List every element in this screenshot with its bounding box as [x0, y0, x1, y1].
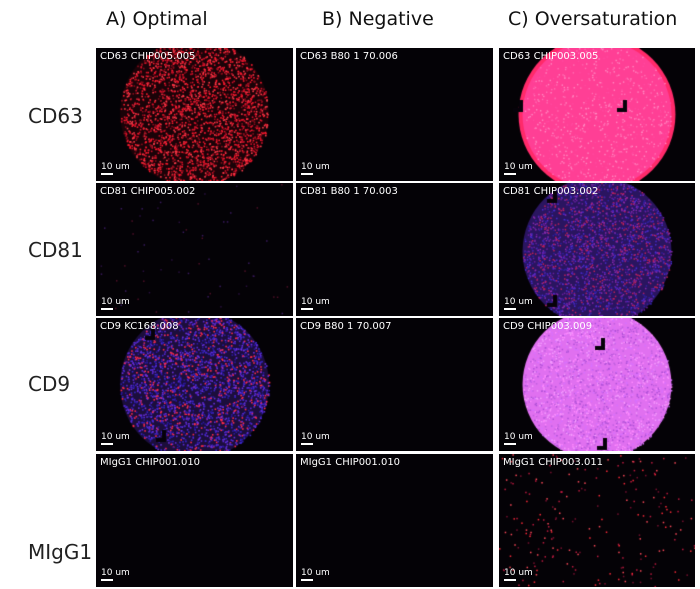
- column-header-oversaturation: C) Oversaturation: [508, 8, 678, 30]
- scale-bar-line: [301, 579, 313, 581]
- microscopy-panel: MIgG1 CHIP001.010 10 um: [96, 454, 293, 587]
- scale-bar: 10 um: [504, 297, 533, 310]
- microscopy-panel: CD63 CHIP005.005 10 um: [96, 48, 293, 181]
- microscopy-image: [499, 183, 695, 316]
- microscopy-panel: CD9 CHIP003.009 10 um: [499, 318, 695, 451]
- scale-bar: 10 um: [301, 568, 330, 581]
- microscopy-panel: CD81 B80 1 70.003 10 um: [296, 183, 493, 316]
- scale-bar: 10 um: [504, 432, 533, 445]
- scale-bar-label: 10 um: [301, 162, 330, 172]
- microscopy-image: [499, 318, 695, 451]
- panel-label: CD63 CHIP005.005: [100, 51, 196, 62]
- microscopy-image: [96, 318, 293, 451]
- panel-label: CD9 KC168.008: [100, 321, 179, 332]
- scale-bar-line: [504, 443, 516, 445]
- microscopy-panel: CD81 CHIP005.002 10 um: [96, 183, 293, 316]
- scale-bar-label: 10 um: [301, 297, 330, 307]
- microscopy-image: [96, 454, 293, 587]
- scale-bar-label: 10 um: [101, 432, 130, 442]
- microscopy-panel: CD81 CHIP003.002 10 um: [499, 183, 695, 316]
- scale-bar-line: [101, 579, 113, 581]
- microscopy-image: [499, 48, 695, 181]
- column-header-negative: B) Negative: [322, 8, 434, 30]
- scale-bar-label: 10 um: [301, 568, 330, 578]
- scale-bar-label: 10 um: [101, 162, 130, 172]
- scale-bar: 10 um: [504, 162, 533, 175]
- scale-bar-label: 10 um: [301, 432, 330, 442]
- microscopy-panel: MIgG1 CHIP001.010 10 um: [296, 454, 493, 587]
- scale-bar-label: 10 um: [504, 432, 533, 442]
- panel-label: MIgG1 CHIP001.010: [300, 457, 401, 468]
- panel-label: CD81 CHIP003.002: [503, 186, 599, 197]
- scale-bar-line: [101, 308, 113, 310]
- scale-bar-line: [301, 443, 313, 445]
- microscopy-image: [499, 454, 695, 587]
- scale-bar-line: [101, 443, 113, 445]
- microscopy-panel: CD63 CHIP003.005 10 um: [499, 48, 695, 181]
- row-label-cd9: CD9: [28, 372, 71, 396]
- microscopy-panel: MIgG1 CHIP003.011 10 um: [499, 454, 695, 587]
- microscopy-image: [296, 183, 493, 316]
- microscopy-panel: CD9 KC168.008 10 um: [96, 318, 293, 451]
- panel-label: MIgG1 CHIP001.010: [100, 457, 201, 468]
- scale-bar-line: [504, 173, 516, 175]
- column-header-optimal: A) Optimal: [106, 8, 208, 30]
- scale-bar: 10 um: [101, 162, 130, 175]
- scale-bar: 10 um: [504, 568, 533, 581]
- scale-bar-line: [301, 308, 313, 310]
- microscopy-image: [296, 454, 493, 587]
- row-label-cd81: CD81: [28, 238, 83, 262]
- microscopy-image: [296, 48, 493, 181]
- panel-label: CD63 B80 1 70.006: [300, 51, 398, 62]
- scale-bar-label: 10 um: [504, 297, 533, 307]
- scale-bar: 10 um: [301, 297, 330, 310]
- microscopy-panel: CD9 B80 1 70.007 10 um: [296, 318, 493, 451]
- scale-bar-line: [504, 579, 516, 581]
- row-label-migg1: MIgG1: [28, 540, 93, 564]
- panel-label: MIgG1 CHIP003.011: [503, 457, 604, 468]
- scale-bar: 10 um: [301, 432, 330, 445]
- panel-label: CD9 CHIP003.009: [503, 321, 593, 332]
- scale-bar: 10 um: [101, 297, 130, 310]
- microscopy-panel: CD63 B80 1 70.006 10 um: [296, 48, 493, 181]
- panel-label: CD81 B80 1 70.003: [300, 186, 398, 197]
- scale-bar-line: [101, 173, 113, 175]
- scale-bar-label: 10 um: [504, 162, 533, 172]
- scale-bar-label: 10 um: [101, 297, 130, 307]
- row-label-cd63: CD63: [28, 104, 83, 128]
- microscopy-image: [96, 48, 293, 181]
- microscopy-image: [96, 183, 293, 316]
- panel-label: CD9 B80 1 70.007: [300, 321, 392, 332]
- scale-bar-label: 10 um: [504, 568, 533, 578]
- scale-bar: 10 um: [301, 162, 330, 175]
- scale-bar: 10 um: [101, 432, 130, 445]
- scale-bar-line: [301, 173, 313, 175]
- panel-label: CD63 CHIP003.005: [503, 51, 599, 62]
- scale-bar-label: 10 um: [101, 568, 130, 578]
- scale-bar-line: [504, 308, 516, 310]
- scale-bar: 10 um: [101, 568, 130, 581]
- microscopy-image: [296, 318, 493, 451]
- panel-label: CD81 CHIP005.002: [100, 186, 196, 197]
